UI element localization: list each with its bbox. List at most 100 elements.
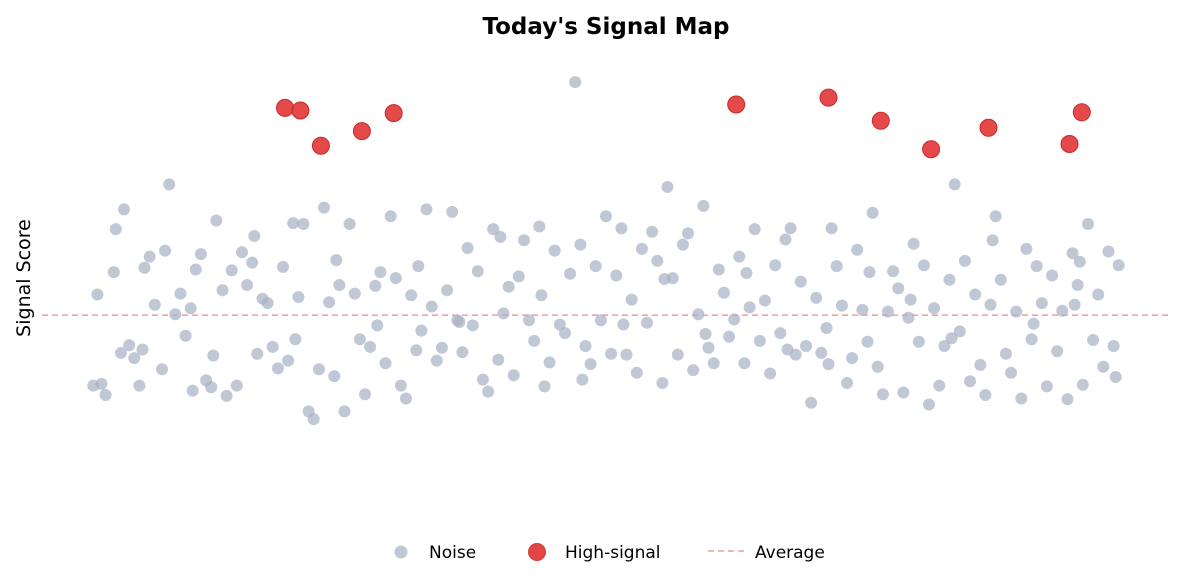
noise-point-37 (282, 354, 295, 367)
noise-point-55 (374, 266, 387, 279)
high-signal-series (276, 88, 1091, 159)
noise-point-63 (415, 324, 428, 337)
noise-point-76 (482, 385, 495, 398)
noise-point-143 (825, 222, 838, 235)
noise-point-226 (1109, 371, 1122, 383)
noise-point-225 (1068, 298, 1081, 311)
noise-point-169 (958, 254, 971, 267)
noise-point-27 (230, 379, 243, 392)
noise-point-30 (246, 256, 259, 269)
noise-point-22 (205, 381, 218, 394)
legend: Noise High-signal Average (394, 543, 825, 563)
noise-point-40 (297, 218, 310, 230)
noise-point-107 (641, 316, 653, 329)
high-signal-point-6 (819, 88, 838, 107)
noise-point-47 (333, 279, 346, 291)
noise-point-53 (364, 340, 377, 353)
noise-point-168 (953, 325, 966, 338)
noise-point-115 (682, 227, 694, 240)
noise-point-96 (584, 358, 597, 371)
high-signal-point-4 (384, 104, 403, 123)
noise-point-124 (728, 313, 741, 326)
noise-point-3 (107, 266, 120, 279)
noise-point-137 (794, 275, 807, 288)
noise-point-150 (861, 335, 874, 348)
noise-point-86 (533, 220, 546, 233)
noise-point-98 (594, 314, 607, 327)
noise-point-151 (866, 206, 879, 219)
noise-point-67 (435, 341, 448, 354)
legend-noise-label: Noise (429, 543, 476, 563)
noise-point-186 (1046, 269, 1059, 282)
noise-point-45 (323, 296, 336, 309)
noise-point-223 (986, 234, 999, 247)
legend-average-label: Average (755, 543, 825, 563)
noise-point-211 (494, 230, 507, 243)
noise-point-172 (974, 358, 987, 371)
noise-point-34 (266, 340, 279, 353)
noise-point-59 (394, 379, 407, 392)
high-signal-point-7 (871, 111, 890, 130)
noise-point-140 (810, 291, 823, 304)
noise-point-80 (502, 280, 515, 293)
noise-point-221 (904, 293, 917, 306)
noise-point-75 (476, 373, 489, 386)
noise-point-84 (523, 314, 536, 327)
high-signal-point-1 (291, 101, 310, 120)
noise-point-118 (697, 199, 710, 212)
noise-point-97 (589, 260, 602, 273)
noise-point-11 (143, 250, 156, 263)
noise-point-167 (948, 178, 961, 191)
noise-point-120 (707, 357, 720, 370)
noise-point-181 (1020, 242, 1033, 255)
noise-point-61 (405, 289, 418, 302)
noise-point-161 (917, 259, 930, 272)
noise-point-128 (748, 223, 761, 236)
noise-point-125 (733, 250, 746, 263)
noise-point-164 (933, 379, 946, 392)
noise-point-134 (779, 233, 792, 246)
noise-point-131 (764, 367, 777, 380)
noise-point-49 (343, 218, 356, 230)
noise-point-222 (945, 332, 958, 345)
noise-point-139 (805, 396, 818, 409)
noise-point-159 (907, 237, 920, 250)
noise-point-220 (863, 266, 876, 279)
noise-point-19 (189, 263, 202, 276)
noise-point-26 (225, 264, 238, 277)
noise-point-158 (902, 311, 915, 324)
high-signal-point-8 (922, 140, 941, 159)
noise-point-4 (109, 223, 122, 236)
noise-point-88 (543, 356, 556, 369)
noise-point-204 (207, 349, 220, 362)
noise-point-227 (1073, 255, 1086, 268)
noise-point-102 (615, 222, 628, 235)
noise-point-207 (330, 254, 343, 267)
noise-point-35 (271, 362, 284, 375)
noise-point-79 (497, 307, 510, 320)
high-signal-point-5 (727, 95, 746, 114)
noise-point-101 (610, 269, 623, 282)
noise-point-196 (1097, 360, 1110, 373)
noise-point-202 (156, 363, 168, 376)
noise-point-133 (774, 327, 787, 340)
noise-point-142 (820, 322, 833, 334)
noise-point-91 (559, 327, 571, 340)
noise-point-18 (184, 302, 197, 315)
noise-point-31 (251, 347, 264, 360)
noise-point-179 (1010, 305, 1023, 318)
noise-point-148 (851, 243, 864, 256)
noise-point-173 (979, 389, 992, 401)
noise-point-203 (186, 384, 199, 397)
noise-point-42 (307, 413, 320, 426)
noise-point-152 (871, 360, 884, 373)
noise-point-114 (676, 238, 689, 251)
noise-point-194 (1087, 334, 1100, 346)
noise-point-184 (1035, 297, 1048, 310)
noise-point-83 (518, 234, 530, 247)
noise-point-110 (656, 377, 669, 389)
noise-point-206 (289, 333, 302, 346)
noise-point-160 (912, 335, 925, 348)
noise-point-149 (856, 303, 869, 316)
